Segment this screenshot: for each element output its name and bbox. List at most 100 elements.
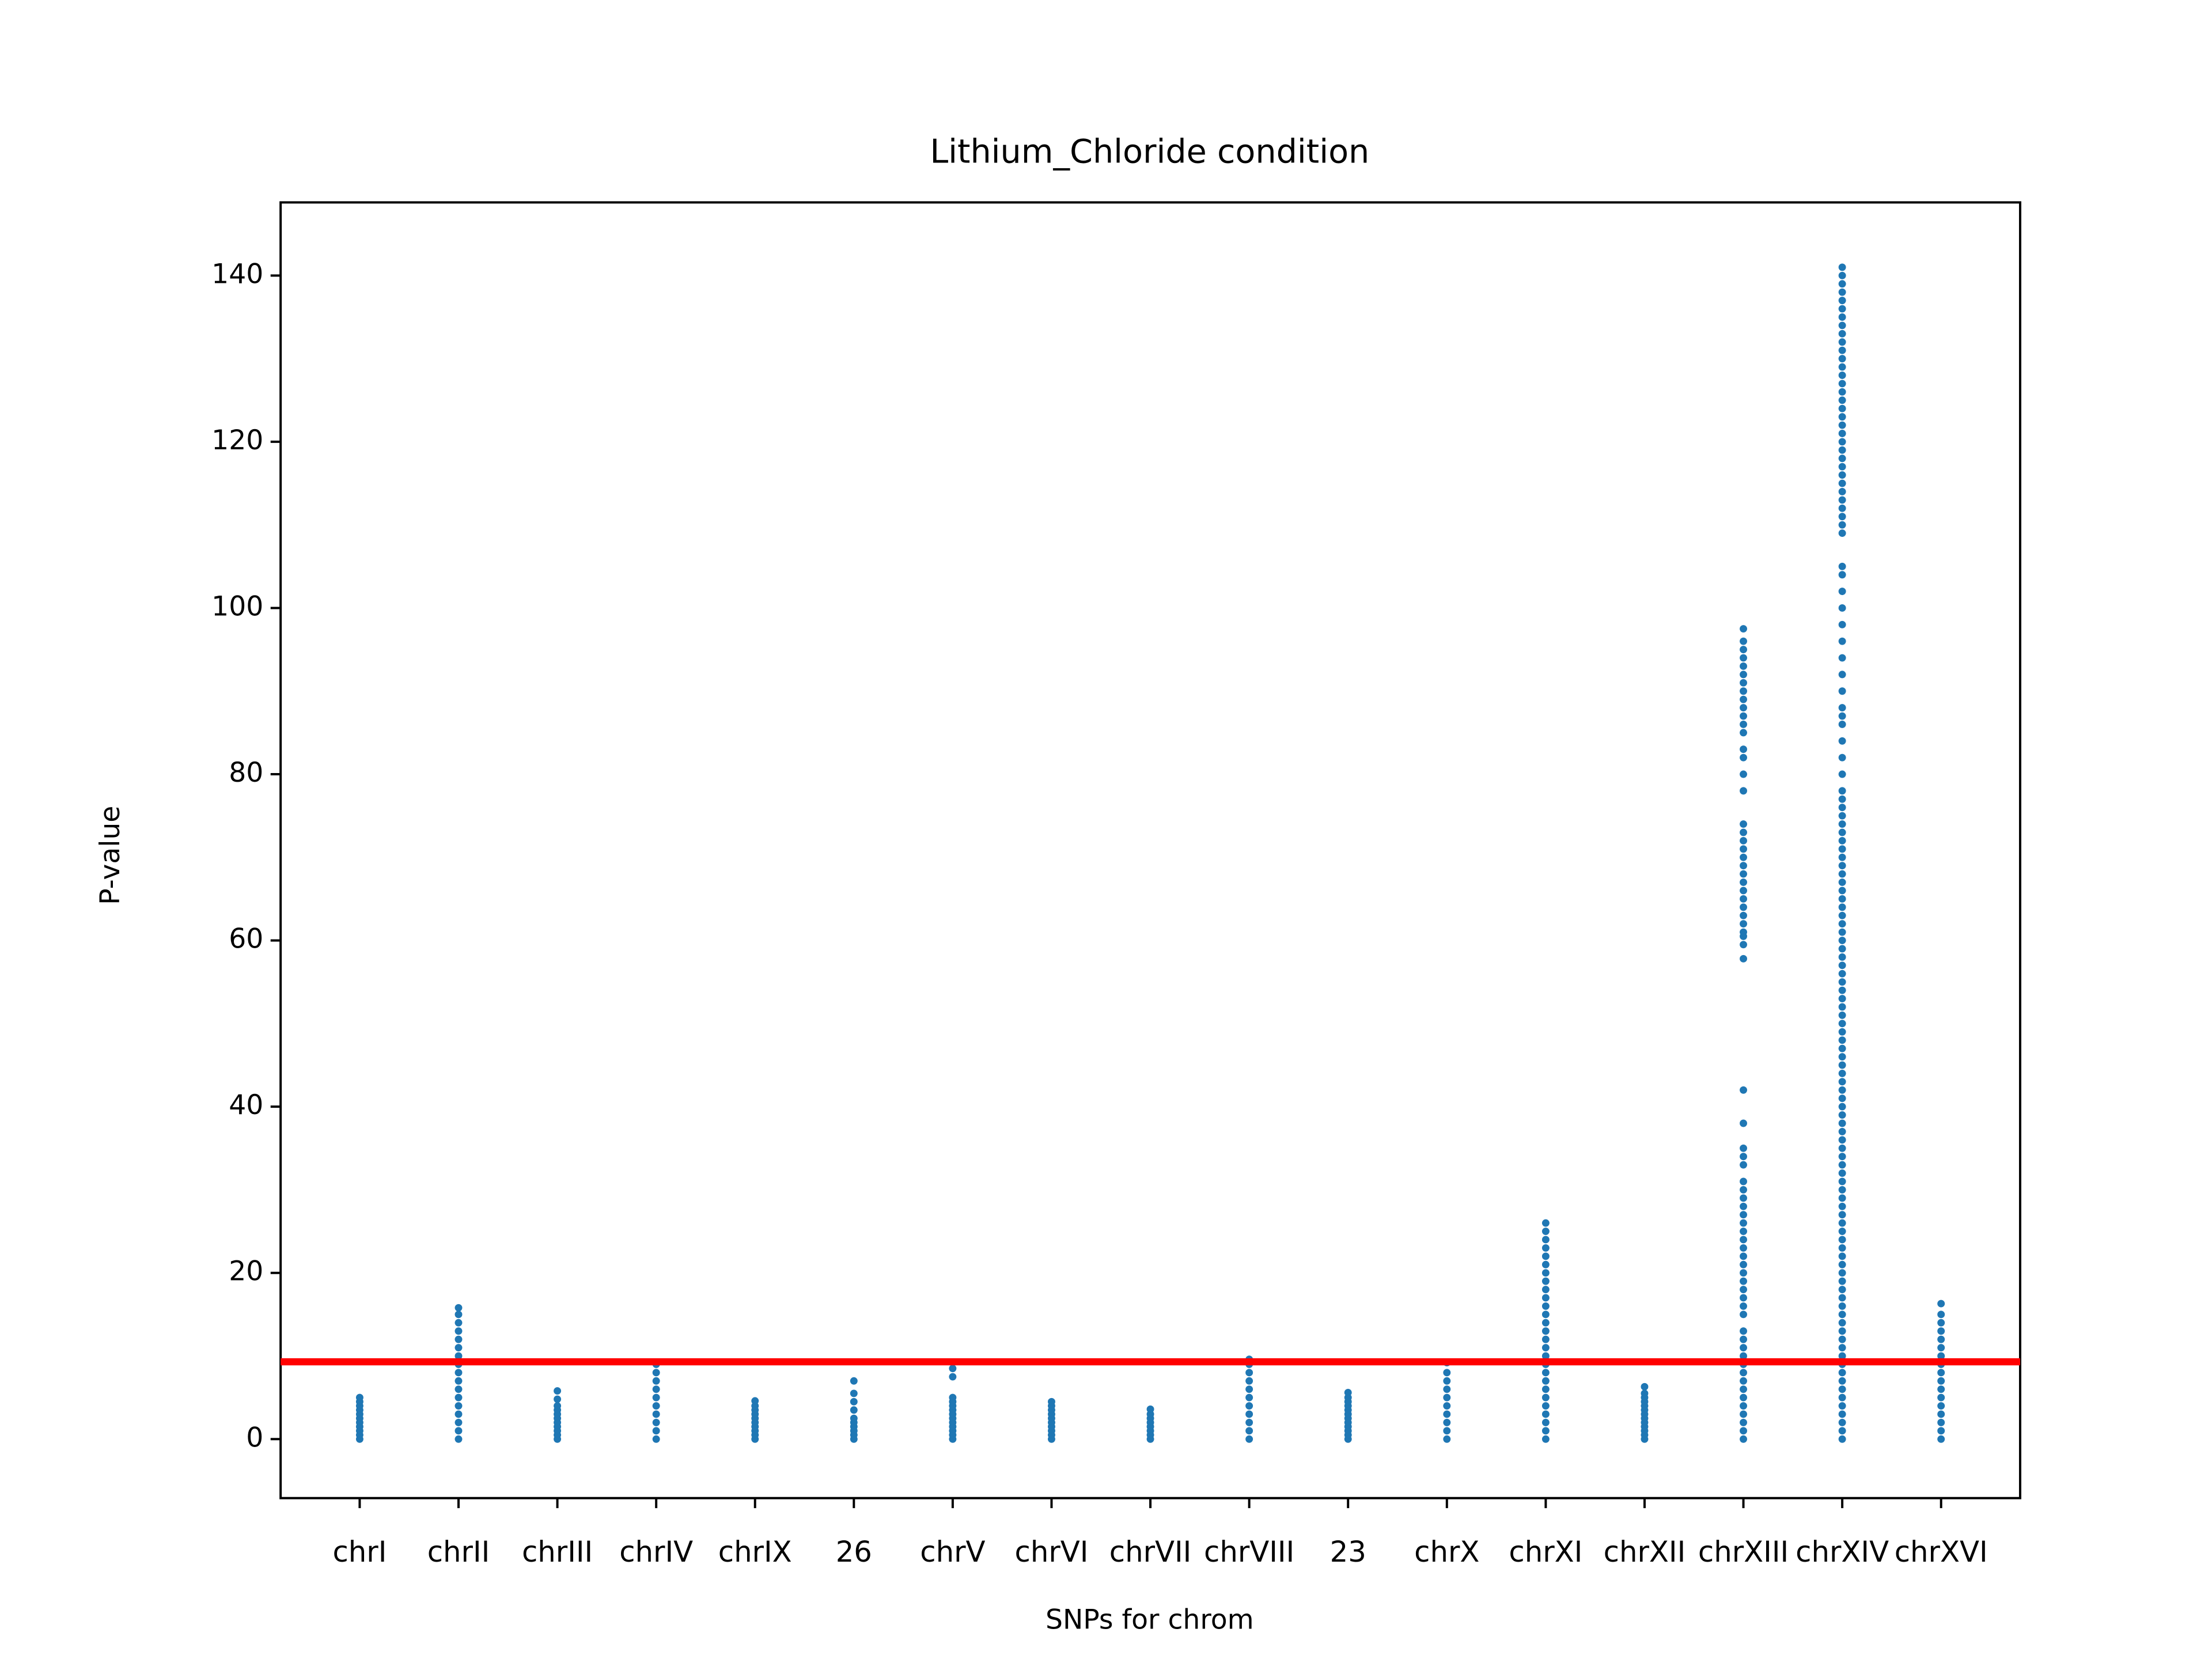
data-point [1838, 969, 1846, 978]
data-point [1838, 637, 1846, 645]
x-tick-label: chrIX [718, 1535, 792, 1569]
data-point [1838, 1202, 1846, 1210]
data-point [1838, 1169, 1846, 1177]
data-point [1838, 1144, 1846, 1152]
data-point [1541, 1294, 1550, 1302]
data-point [1541, 1310, 1550, 1319]
data-point [1838, 1211, 1846, 1219]
data-point [454, 1327, 463, 1335]
data-point [1838, 329, 1846, 338]
data-point [554, 1402, 562, 1410]
data-point [949, 1365, 957, 1373]
data-point [1740, 920, 1747, 928]
data-point [1541, 1277, 1550, 1285]
data-point [1740, 687, 1747, 695]
data-point [1838, 363, 1846, 371]
data-point [454, 1319, 463, 1327]
data-point [1838, 1236, 1846, 1244]
x-tick-label: chrV [920, 1535, 985, 1569]
x-tick-label: chrXIV [1796, 1535, 1889, 1569]
data-point [1838, 878, 1846, 887]
data-point [1541, 1377, 1550, 1385]
data-point [1740, 955, 1747, 963]
data-point [1443, 1369, 1451, 1377]
data-point [1937, 1427, 1945, 1435]
data-point [1838, 687, 1846, 695]
data-point [1838, 770, 1846, 778]
data-point [1740, 820, 1747, 828]
data-point [1443, 1393, 1451, 1402]
data-point [1838, 753, 1846, 762]
data-point [1641, 1382, 1649, 1391]
data-point [1740, 753, 1747, 762]
data-point [1937, 1335, 1945, 1343]
data-point [1838, 1053, 1846, 1061]
data-point [1740, 1302, 1747, 1310]
data-point [1541, 1435, 1550, 1443]
data-point [1740, 1410, 1747, 1418]
y-axis-label: P-value [94, 806, 126, 905]
data-point [1838, 953, 1846, 961]
data-point [1740, 1310, 1747, 1319]
data-point [1937, 1319, 1945, 1327]
data-point [1740, 787, 1747, 795]
data-point [850, 1397, 858, 1406]
data-point [1541, 1228, 1550, 1236]
data-point [454, 1418, 463, 1426]
data-point [1740, 1435, 1747, 1443]
data-point [1245, 1369, 1253, 1377]
data-point [1541, 1244, 1550, 1252]
data-point [454, 1335, 463, 1343]
x-tick-label: chrXIII [1698, 1535, 1789, 1569]
data-point [1838, 1020, 1846, 1028]
data-point [1838, 271, 1846, 279]
data-point [1740, 1161, 1747, 1169]
data-point [1740, 625, 1747, 632]
data-point [1838, 870, 1846, 878]
data-point [652, 1418, 660, 1426]
data-point [850, 1377, 858, 1385]
data-point [1838, 496, 1846, 504]
x-tick-label: chrXI [1509, 1535, 1582, 1569]
data-point [1740, 1427, 1747, 1435]
data-point [1838, 862, 1846, 870]
data-point [1740, 1344, 1747, 1352]
data-point [1838, 297, 1846, 305]
data-point [1740, 712, 1747, 720]
data-point [1541, 1427, 1550, 1435]
data-point [1740, 941, 1747, 949]
data-point [1740, 1393, 1747, 1402]
data-point [1838, 920, 1846, 928]
data-point [1838, 1327, 1846, 1335]
x-tick-label: chrIII [522, 1535, 593, 1569]
data-point [1838, 471, 1846, 479]
data-point [1838, 1286, 1846, 1294]
data-point [1245, 1410, 1253, 1418]
data-point [850, 1406, 858, 1414]
data-point [1838, 853, 1846, 861]
data-point [454, 1344, 463, 1352]
x-tick-label: 23 [1330, 1535, 1366, 1569]
data-point [1740, 1335, 1747, 1343]
data-point [1838, 321, 1846, 329]
data-point [1443, 1377, 1451, 1385]
y-tick-label: 60 [229, 923, 263, 955]
data-point [554, 1387, 562, 1395]
chart-title: Lithium_Chloride condition [930, 132, 1369, 171]
data-point [1740, 887, 1747, 895]
plot-area [355, 263, 1945, 1443]
data-point [1838, 380, 1846, 388]
data-point [1937, 1344, 1945, 1352]
data-point [454, 1377, 463, 1385]
data-point [1740, 895, 1747, 903]
data-point [1740, 1153, 1747, 1161]
data-point [652, 1427, 660, 1435]
data-point [1838, 346, 1846, 354]
data-point [1838, 488, 1846, 495]
data-point [1838, 1194, 1846, 1202]
data-point [1740, 1286, 1747, 1294]
x-tick-label: chrVII [1109, 1535, 1192, 1569]
